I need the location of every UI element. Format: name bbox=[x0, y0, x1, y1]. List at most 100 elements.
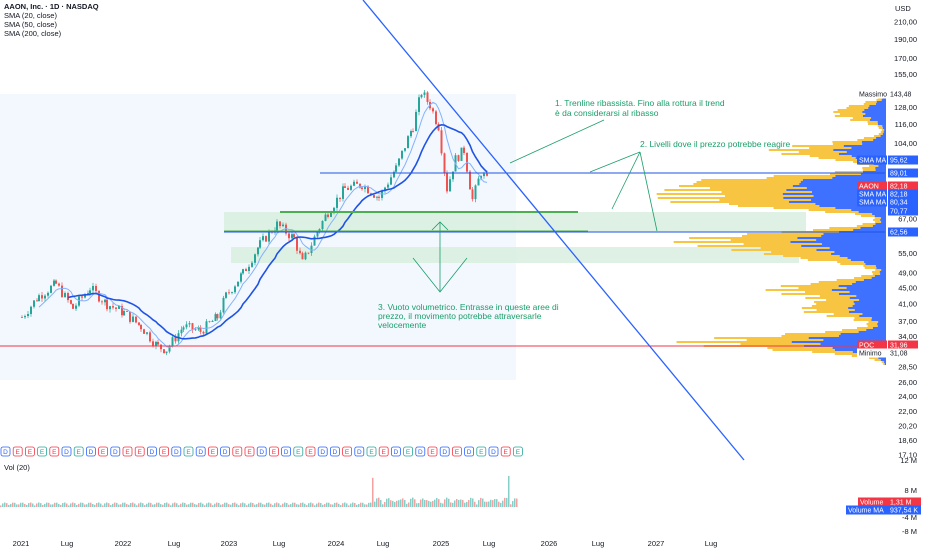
event-marker[interactable] bbox=[439, 446, 450, 457]
event-marker[interactable] bbox=[61, 446, 72, 457]
profile-bar-down bbox=[860, 227, 886, 229]
event-marker[interactable] bbox=[281, 446, 292, 457]
event-marker[interactable] bbox=[232, 446, 243, 457]
candle-body bbox=[423, 92, 426, 95]
event-marker[interactable] bbox=[476, 446, 487, 457]
volume-bar bbox=[488, 501, 490, 507]
candle-body bbox=[330, 212, 332, 217]
legend-sma50[interactable]: SMA (50, close) bbox=[4, 20, 57, 29]
volume-bar bbox=[472, 498, 474, 507]
legend-sma20[interactable]: SMA (20, close) bbox=[4, 11, 57, 20]
candle-body bbox=[225, 292, 227, 298]
event-marker[interactable] bbox=[305, 446, 316, 457]
volume-bar bbox=[232, 502, 234, 507]
event-marker[interactable] bbox=[427, 446, 438, 457]
event-marker[interactable] bbox=[329, 446, 340, 457]
legend-sma200[interactable]: SMA (200, close) bbox=[4, 29, 62, 38]
candle-body bbox=[188, 323, 191, 325]
level-tag-value-text: 31,96 bbox=[890, 343, 908, 350]
event-marker[interactable] bbox=[500, 446, 511, 457]
event-marker[interactable] bbox=[183, 446, 194, 457]
profile-bar-up bbox=[730, 239, 817, 241]
volume-bar bbox=[4, 502, 6, 507]
profile-bar-down bbox=[852, 305, 886, 307]
event-marker[interactable] bbox=[378, 446, 389, 457]
profile-bar-up bbox=[825, 331, 859, 333]
event-marker[interactable] bbox=[403, 446, 414, 457]
event-marker[interactable] bbox=[354, 446, 365, 457]
profile-bar-up bbox=[743, 243, 822, 245]
volume-bar bbox=[420, 499, 422, 507]
annotation-2-arrow-a bbox=[589, 151, 641, 173]
event-marker[interactable] bbox=[146, 446, 157, 457]
event-marker[interactable] bbox=[342, 446, 353, 457]
event-marker[interactable] bbox=[159, 446, 170, 457]
volume-bar bbox=[70, 503, 72, 507]
event-marker[interactable] bbox=[122, 446, 133, 457]
volume-bar bbox=[124, 502, 126, 507]
profile-bar-down bbox=[872, 213, 886, 215]
volume-bar bbox=[188, 504, 190, 507]
event-marker[interactable] bbox=[134, 446, 145, 457]
event-marker[interactable] bbox=[24, 446, 35, 457]
volume-bar bbox=[84, 504, 86, 507]
event-marker[interactable] bbox=[513, 446, 523, 457]
profile-bar-down bbox=[848, 307, 886, 309]
event-marker[interactable] bbox=[268, 446, 279, 457]
profile-bar-up bbox=[785, 333, 841, 335]
profile-bar-up bbox=[825, 211, 859, 213]
profile-bar-up bbox=[874, 359, 881, 361]
profile-bar-up bbox=[697, 245, 802, 247]
event-marker[interactable] bbox=[451, 446, 462, 457]
event-marker[interactable] bbox=[37, 446, 47, 457]
event-marker[interactable] bbox=[49, 446, 60, 457]
event-marker-label: E bbox=[247, 449, 252, 456]
volume-bar bbox=[264, 504, 266, 507]
event-marker[interactable] bbox=[207, 446, 218, 457]
level-tag-label-text: Minimo bbox=[859, 351, 882, 358]
volume-bar bbox=[258, 502, 260, 507]
event-marker[interactable] bbox=[73, 446, 84, 457]
time-tick: 2027 bbox=[648, 539, 665, 548]
event-marker[interactable] bbox=[195, 446, 206, 457]
event-marker[interactable] bbox=[415, 446, 426, 457]
event-marker[interactable] bbox=[293, 446, 304, 457]
profile-bar-down bbox=[859, 315, 886, 317]
event-marker[interactable] bbox=[171, 446, 182, 457]
profile-bar-up bbox=[826, 315, 860, 317]
event-marker[interactable] bbox=[220, 446, 231, 457]
profile-bar-down bbox=[868, 107, 886, 109]
event-marker[interactable] bbox=[86, 446, 96, 457]
event-marker[interactable] bbox=[366, 446, 377, 457]
price-tick: 49,00 bbox=[898, 269, 917, 278]
volume-bar bbox=[50, 504, 52, 507]
event-marker[interactable] bbox=[12, 446, 23, 457]
candle-body bbox=[254, 254, 256, 263]
volume-bar bbox=[468, 500, 470, 507]
price-axis[interactable]: USD 210,00 190,00 170,00 155,00 128,00 116,00 1… bbox=[894, 4, 917, 459]
time-axis[interactable]: 2021 Lug 2022 Lug 2023 Lug 2024 Lug 2025 Lug 2026 L… bbox=[13, 539, 718, 548]
legend-title[interactable]: AAON, Inc. · 1D · NASDAQ bbox=[4, 2, 99, 11]
event-marker[interactable] bbox=[464, 446, 475, 457]
volume-bar bbox=[228, 504, 230, 507]
event-marker[interactable] bbox=[390, 446, 401, 457]
volume-bar bbox=[240, 503, 242, 507]
profile-bar-up bbox=[873, 219, 881, 221]
event-marker[interactable] bbox=[110, 446, 121, 457]
profile-bar-down bbox=[874, 275, 886, 277]
event-marker[interactable] bbox=[256, 446, 267, 457]
volume-bar bbox=[446, 497, 448, 507]
event-marker[interactable] bbox=[0, 446, 11, 457]
candle-body bbox=[109, 306, 111, 310]
volume-bar bbox=[114, 502, 116, 507]
volume-bar bbox=[426, 500, 428, 507]
event-marker[interactable] bbox=[244, 446, 255, 457]
candle-body bbox=[251, 262, 253, 267]
event-marker[interactable] bbox=[317, 446, 328, 457]
annotation-1-line2: è da considerarsi al ribasso bbox=[555, 108, 659, 118]
event-marker[interactable] bbox=[98, 446, 108, 457]
event-marker[interactable] bbox=[488, 446, 499, 457]
